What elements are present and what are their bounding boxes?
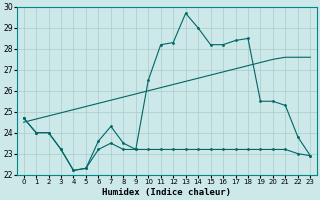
X-axis label: Humidex (Indice chaleur): Humidex (Indice chaleur) xyxy=(102,188,231,197)
